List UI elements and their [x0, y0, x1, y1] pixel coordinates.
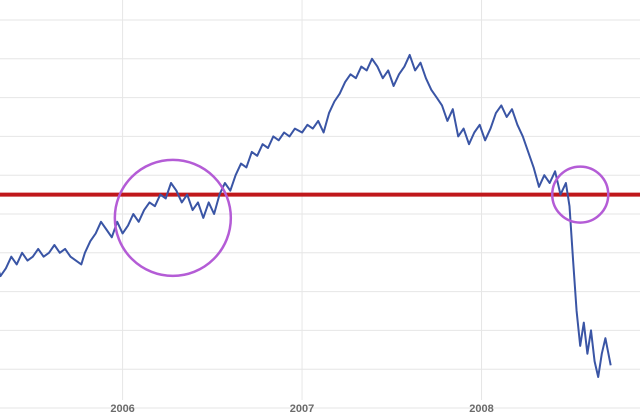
chart-grid	[0, 0, 640, 409]
x-axis-ticks: 2006 2007 2008	[110, 403, 493, 415]
x-tick-label: 2007	[290, 403, 314, 415]
series-line	[0, 53, 612, 378]
x-tick-label: 2008	[469, 403, 493, 415]
highlight-circle	[550, 165, 610, 224]
chart-series	[0, 53, 612, 378]
chart-annotations	[113, 158, 610, 278]
highlight-circle	[113, 158, 233, 278]
x-tick-label: 2006	[110, 403, 134, 415]
